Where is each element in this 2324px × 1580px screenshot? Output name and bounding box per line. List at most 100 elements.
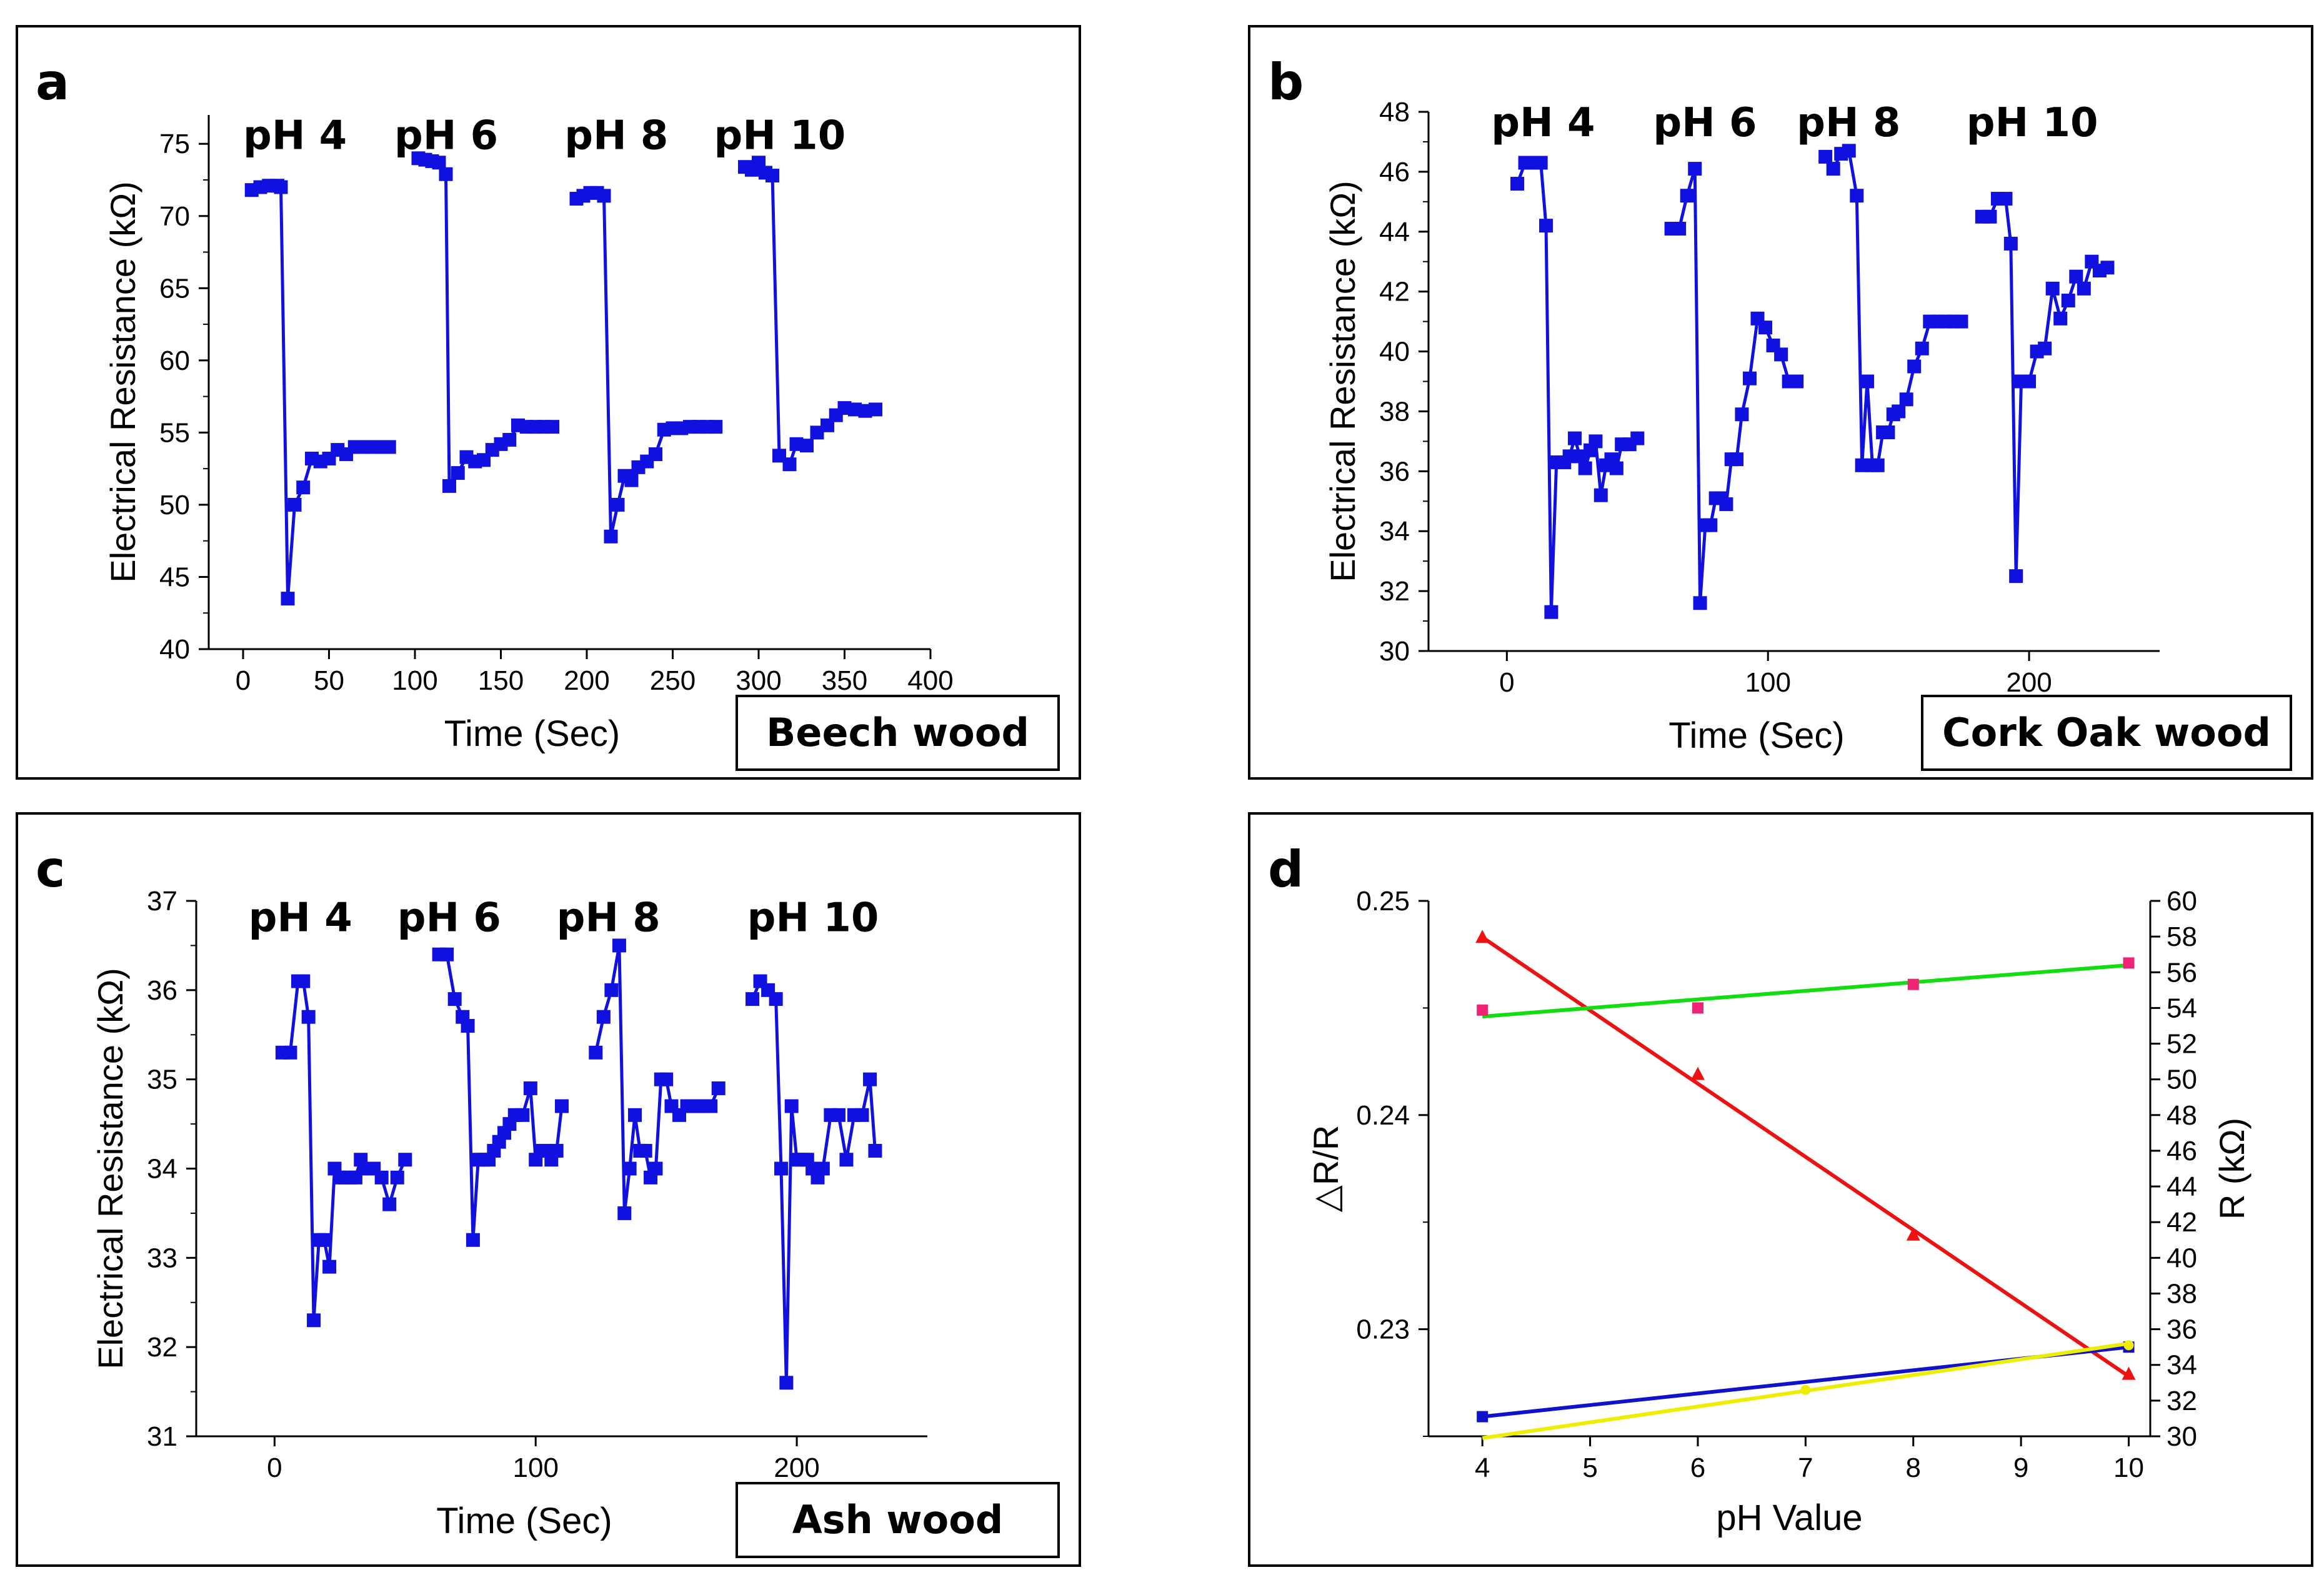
ph-label: pH 4 (243, 113, 347, 159)
data-point (348, 1170, 362, 1185)
y-tick-label: 75 (159, 129, 190, 159)
data-point (1593, 488, 1608, 502)
y-tick-label: 60 (159, 345, 190, 376)
series-line-ph-4 (251, 184, 389, 600)
data-point (516, 1108, 530, 1122)
data-point (815, 1161, 830, 1176)
data-point (2100, 261, 2115, 275)
x-tick-label: 10 (2113, 1453, 2144, 1483)
data-point-blue (1477, 1411, 1489, 1423)
data-point (440, 947, 454, 961)
x-tick-label: 6 (1690, 1453, 1705, 1483)
y-tick-label: 55 (159, 417, 190, 448)
data-point (307, 1313, 321, 1328)
y-tick-label: 45 (159, 562, 190, 592)
y-left-tick-label: 0.25 (1356, 886, 1410, 917)
ph-label: pH 10 (1967, 100, 2098, 146)
y-tick-label: 42 (1379, 277, 1410, 307)
data-point (1870, 458, 1885, 472)
y-tick-label: 31 (147, 1421, 177, 1452)
data-point (779, 1376, 794, 1390)
y-tick-label: 48 (1379, 97, 1410, 127)
series-line-ph-4 (282, 980, 407, 1322)
data-point-yellow (2123, 1340, 2134, 1351)
material-label: Cork Oak wood (1942, 710, 2271, 755)
data-point (2061, 294, 2075, 308)
chart-b: 30 32 34 36 38 40 42 44 46 48 0 100 200 Electrical Re… (1268, 53, 2292, 771)
panel-label: d (1268, 840, 1304, 898)
data-point (868, 1143, 882, 1158)
data-point (1609, 461, 1623, 475)
data-point (1998, 192, 2013, 206)
panel-c: 31 32 33 34 35 36 37 0 100 200 Electrical Resistan… (16, 812, 1081, 1567)
chart-c: 31 32 33 34 35 36 37 0 100 200 Electrical Resistan… (36, 840, 1060, 1558)
data-point (1703, 518, 1718, 532)
y-right-tick-label: 50 (2167, 1065, 2197, 1095)
ph-label: pH 4 (249, 895, 352, 942)
x-axis-label: Time (Sec) (436, 1501, 612, 1541)
material-label: Ash wood (792, 1497, 1003, 1543)
y-tick-label: 34 (147, 1154, 177, 1185)
data-point (549, 1143, 564, 1158)
y-tick-label: 36 (1379, 456, 1410, 487)
material-box (736, 695, 1060, 771)
y-right-tick-label: 44 (2167, 1171, 2197, 1202)
data-point (863, 1072, 877, 1086)
x-tick-label: 250 (650, 665, 696, 696)
data-point (869, 402, 882, 417)
data-point (839, 1153, 854, 1167)
y-right-tick-label: 38 (2167, 1278, 2197, 1309)
data-point-green (2123, 957, 2135, 969)
data-point-red (1475, 930, 1490, 943)
data-point (1850, 189, 1864, 203)
y-left-tick-label: 0.24 (1356, 1100, 1410, 1131)
series-line-ph-8 (576, 191, 716, 539)
data-point (589, 1045, 603, 1060)
data-point-red (2122, 1366, 2136, 1380)
data-point (649, 1161, 663, 1176)
panel-b: 30 32 34 36 38 40 42 44 46 48 0 100 200 Electrical Re… (1248, 25, 2313, 780)
y-axis-label: Electrical Resistance (kΩ) (91, 968, 130, 1369)
data-point (296, 974, 311, 988)
data-point (398, 1153, 412, 1167)
data-point (1790, 374, 1804, 389)
data-point (628, 1108, 642, 1122)
data-point (746, 992, 760, 1006)
y-right-tick-label: 46 (2167, 1136, 2197, 1166)
y-left-axis-label: △R/R (1306, 1125, 1345, 1213)
data-point (1774, 347, 1788, 362)
y-right-tick-label: 60 (2167, 886, 2197, 917)
chart-a: 40 45 50 55 60 65 70 75 0 50 100 150 200 250 300 350 400… (36, 53, 1060, 771)
y-right-tick-label: 58 (2167, 922, 2197, 952)
y-right-tick-label: 36 (2167, 1314, 2197, 1345)
data-point (1907, 359, 1922, 374)
data-point (2038, 341, 2052, 355)
data-point (432, 156, 446, 170)
data-point (1826, 162, 1840, 176)
data-point (502, 432, 517, 447)
y-tick-label: 35 (147, 1065, 177, 1095)
data-point (2009, 569, 2023, 584)
panel-label: c (36, 840, 65, 898)
data-point (709, 420, 723, 434)
panel-d: 0.23 0.24 0.25 30 32 34 36 38 40 42 44 46 48 50 52 54 56… (1248, 812, 2313, 1567)
data-point (1680, 189, 1694, 203)
data-point (617, 1206, 632, 1220)
data-point (612, 938, 626, 953)
ph-label: pH 6 (397, 895, 501, 942)
y-axis-label: Electrical Resistance (kΩ) (1323, 181, 1362, 582)
y-tick-label: 30 (1379, 636, 1410, 667)
y-tick-label: 33 (147, 1243, 177, 1273)
fit-line-green (1482, 963, 2129, 1019)
data-point (1693, 596, 1707, 610)
x-tick-label: 9 (2013, 1453, 2028, 1483)
data-point (1630, 431, 1645, 445)
x-tick-label: 400 (907, 665, 953, 696)
data-point (1719, 497, 1733, 512)
fit-line-red (1481, 935, 2130, 1378)
panel-label: a (36, 53, 69, 111)
data-point (1842, 144, 1856, 158)
data-point (1534, 156, 1548, 170)
data-point (1573, 449, 1587, 464)
data-point (2022, 374, 2037, 389)
